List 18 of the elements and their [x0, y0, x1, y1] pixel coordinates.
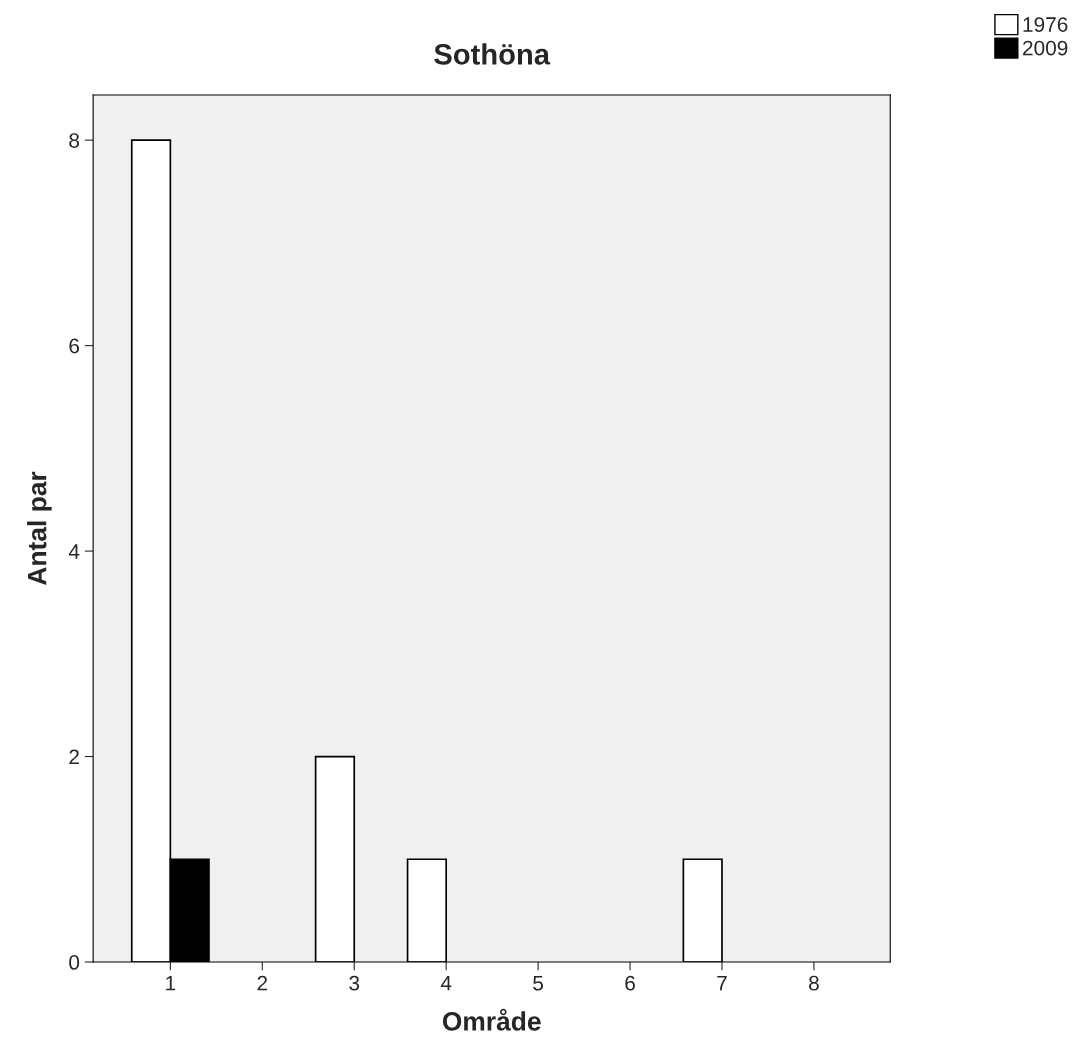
legend-label: 1976	[1023, 17, 1068, 32]
y-tick-label: 4	[68, 544, 80, 559]
chart-title: Sothöna	[434, 43, 551, 65]
y-tick-label: 0	[69, 955, 80, 970]
y-tick-label: 6	[69, 338, 80, 354]
x-axis-title: Område	[442, 1008, 541, 1031]
x-tick-label: 5	[533, 975, 544, 991]
x-tick-label: 4	[440, 975, 452, 991]
x-tick-label: 6	[625, 975, 635, 991]
y-axis-title: Antal par	[27, 471, 52, 586]
x-tick-label: 1	[166, 975, 176, 991]
x-tick-label: 3	[349, 975, 360, 991]
y-tick-label: 2	[69, 749, 79, 765]
x-tick-label: 7	[717, 975, 727, 991]
x-tick-label: 2	[257, 975, 268, 991]
x-tick-label: 8	[809, 975, 819, 991]
legend-label: 2009	[1023, 40, 1068, 56]
y-tick-label: 8	[69, 133, 80, 148]
